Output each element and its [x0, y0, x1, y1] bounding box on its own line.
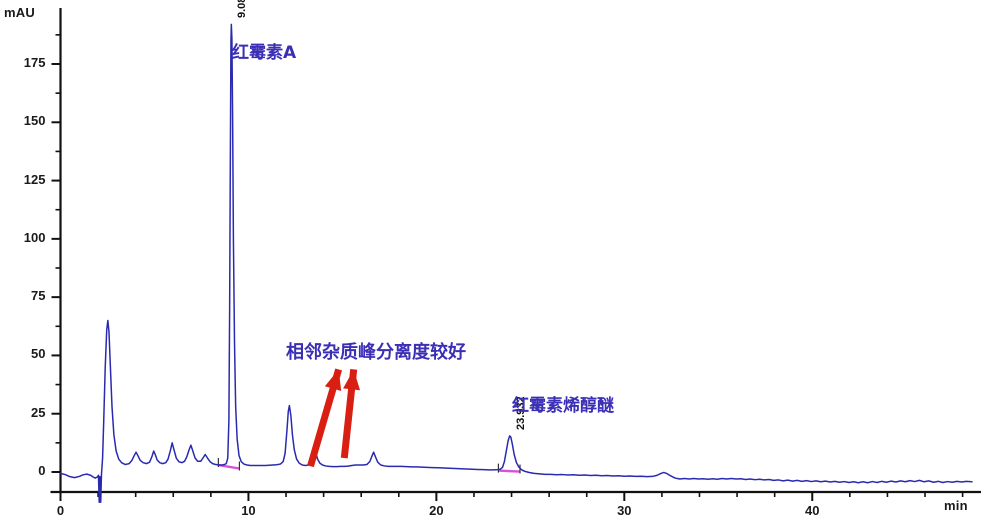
- arrow-right-head: [343, 369, 361, 391]
- x-axis-minor-ticks: [97, 492, 964, 497]
- y-axis-tick-label: 175: [23, 55, 46, 70]
- baseline-enol-ether: [498, 469, 521, 473]
- y-axis-tick-label: 75: [31, 288, 46, 304]
- y-axis-major-ticks: [51, 63, 61, 473]
- x-axis-unit-label: min: [944, 498, 968, 513]
- y-axis-unit-label: mAU: [4, 5, 35, 20]
- y-axis-tick-label: 125: [23, 171, 46, 187]
- y-axis-tick-label: 25: [31, 404, 46, 420]
- annotation-resolution-note: 相邻杂质峰分离度较好: [286, 342, 466, 363]
- callout-arrows: [307, 368, 361, 468]
- y-axis-tick-label: 0: [38, 463, 46, 478]
- axes-group: [50, 8, 981, 501]
- x-axis-major-ticks: [59, 492, 814, 501]
- y-axis-tick-label: 100: [23, 229, 46, 245]
- annotation-enol-ether: 红霉素烯醇醚: [512, 396, 614, 416]
- x-axis-tick-label: 40: [805, 503, 820, 518]
- arrow-left-head: [324, 369, 342, 391]
- annotation-erythromycin-a: 红霉素A: [232, 43, 297, 63]
- y-axis-tick-label: 150: [23, 113, 46, 129]
- x-axis-tick-label: 0: [56, 503, 65, 518]
- y-axis-minor-ticks: [55, 34, 61, 444]
- x-axis-tick-label: 30: [617, 503, 632, 518]
- x-axis-tick-label: 10: [241, 503, 256, 518]
- y-axis-tick-label: 50: [31, 346, 46, 362]
- chromatogram-trace: [59, 23, 973, 504]
- x-axis-tick-label: 20: [429, 503, 444, 518]
- peak-rt-erythromycin-a: 9.086: [236, 0, 249, 19]
